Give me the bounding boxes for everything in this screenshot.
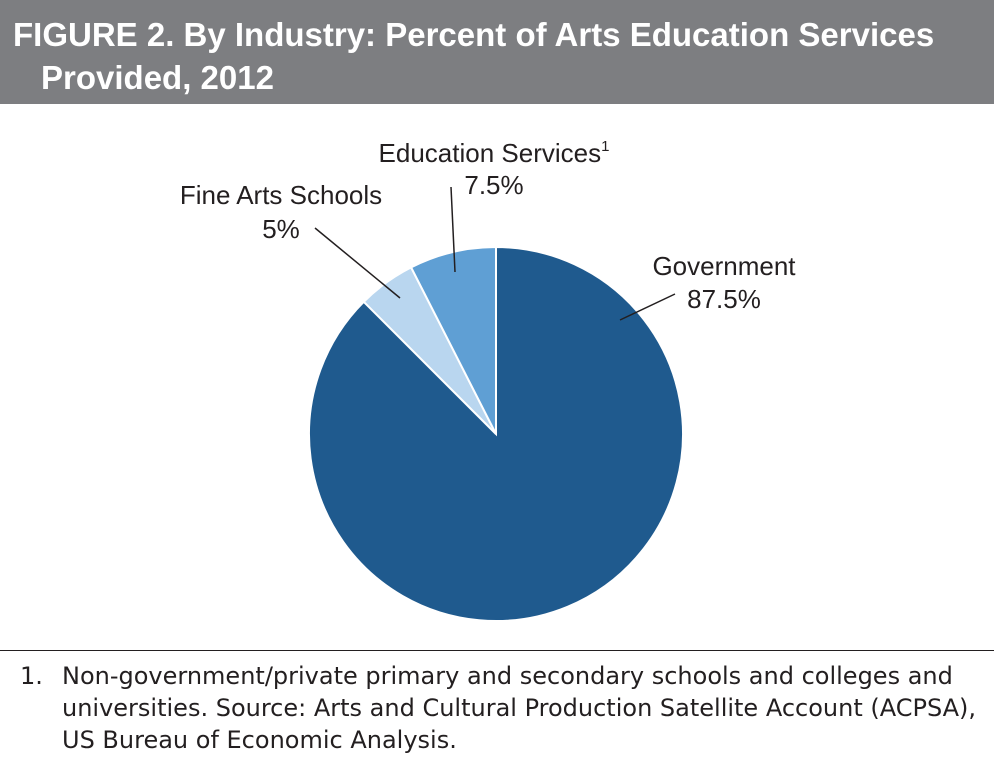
slice-value-fine-arts-schools: 5% [262,214,300,244]
footnote-text: Non-government/private primary and secon… [62,662,977,754]
slice-label-fine-arts-schools: Fine Arts Schools [180,180,382,210]
slice-labels: Government 87.5% Fine Arts Schools 5% Ed… [180,138,796,314]
figure-title: FIGURE 2. By Industry: Percent of Arts E… [0,0,994,104]
leader-line-government [619,293,676,321]
leader-line-fine-arts-schools [314,227,401,299]
slice-label-education-services-text: Education Services [379,138,602,168]
slice-education-services [409,245,497,435]
slice-label-government: Government [652,251,796,281]
footnote: 1. Non-government/private primary and se… [20,660,980,756]
footnote-divider [0,650,994,651]
slice-label-education-services: Education Services1 [379,138,610,168]
slice-value-education-services: 7.5% [464,170,523,200]
pie-slices [308,245,684,622]
slice-value-government: 87.5% [687,284,761,314]
leader-line-education-services [450,186,456,273]
footnote-marker: 1 [601,138,609,155]
figure-title-line1: FIGURE 2. By Industry: Percent of Arts E… [13,16,935,53]
leader-lines [314,186,676,321]
pie-chart: Government 87.5% Fine Arts Schools 5% Ed… [180,138,796,622]
footnote-number: 1. [20,662,43,690]
figure-title-line2: Provided, 2012 [41,59,274,96]
pie-chart-area: Government 87.5% Fine Arts Schools 5% Ed… [0,104,994,650]
